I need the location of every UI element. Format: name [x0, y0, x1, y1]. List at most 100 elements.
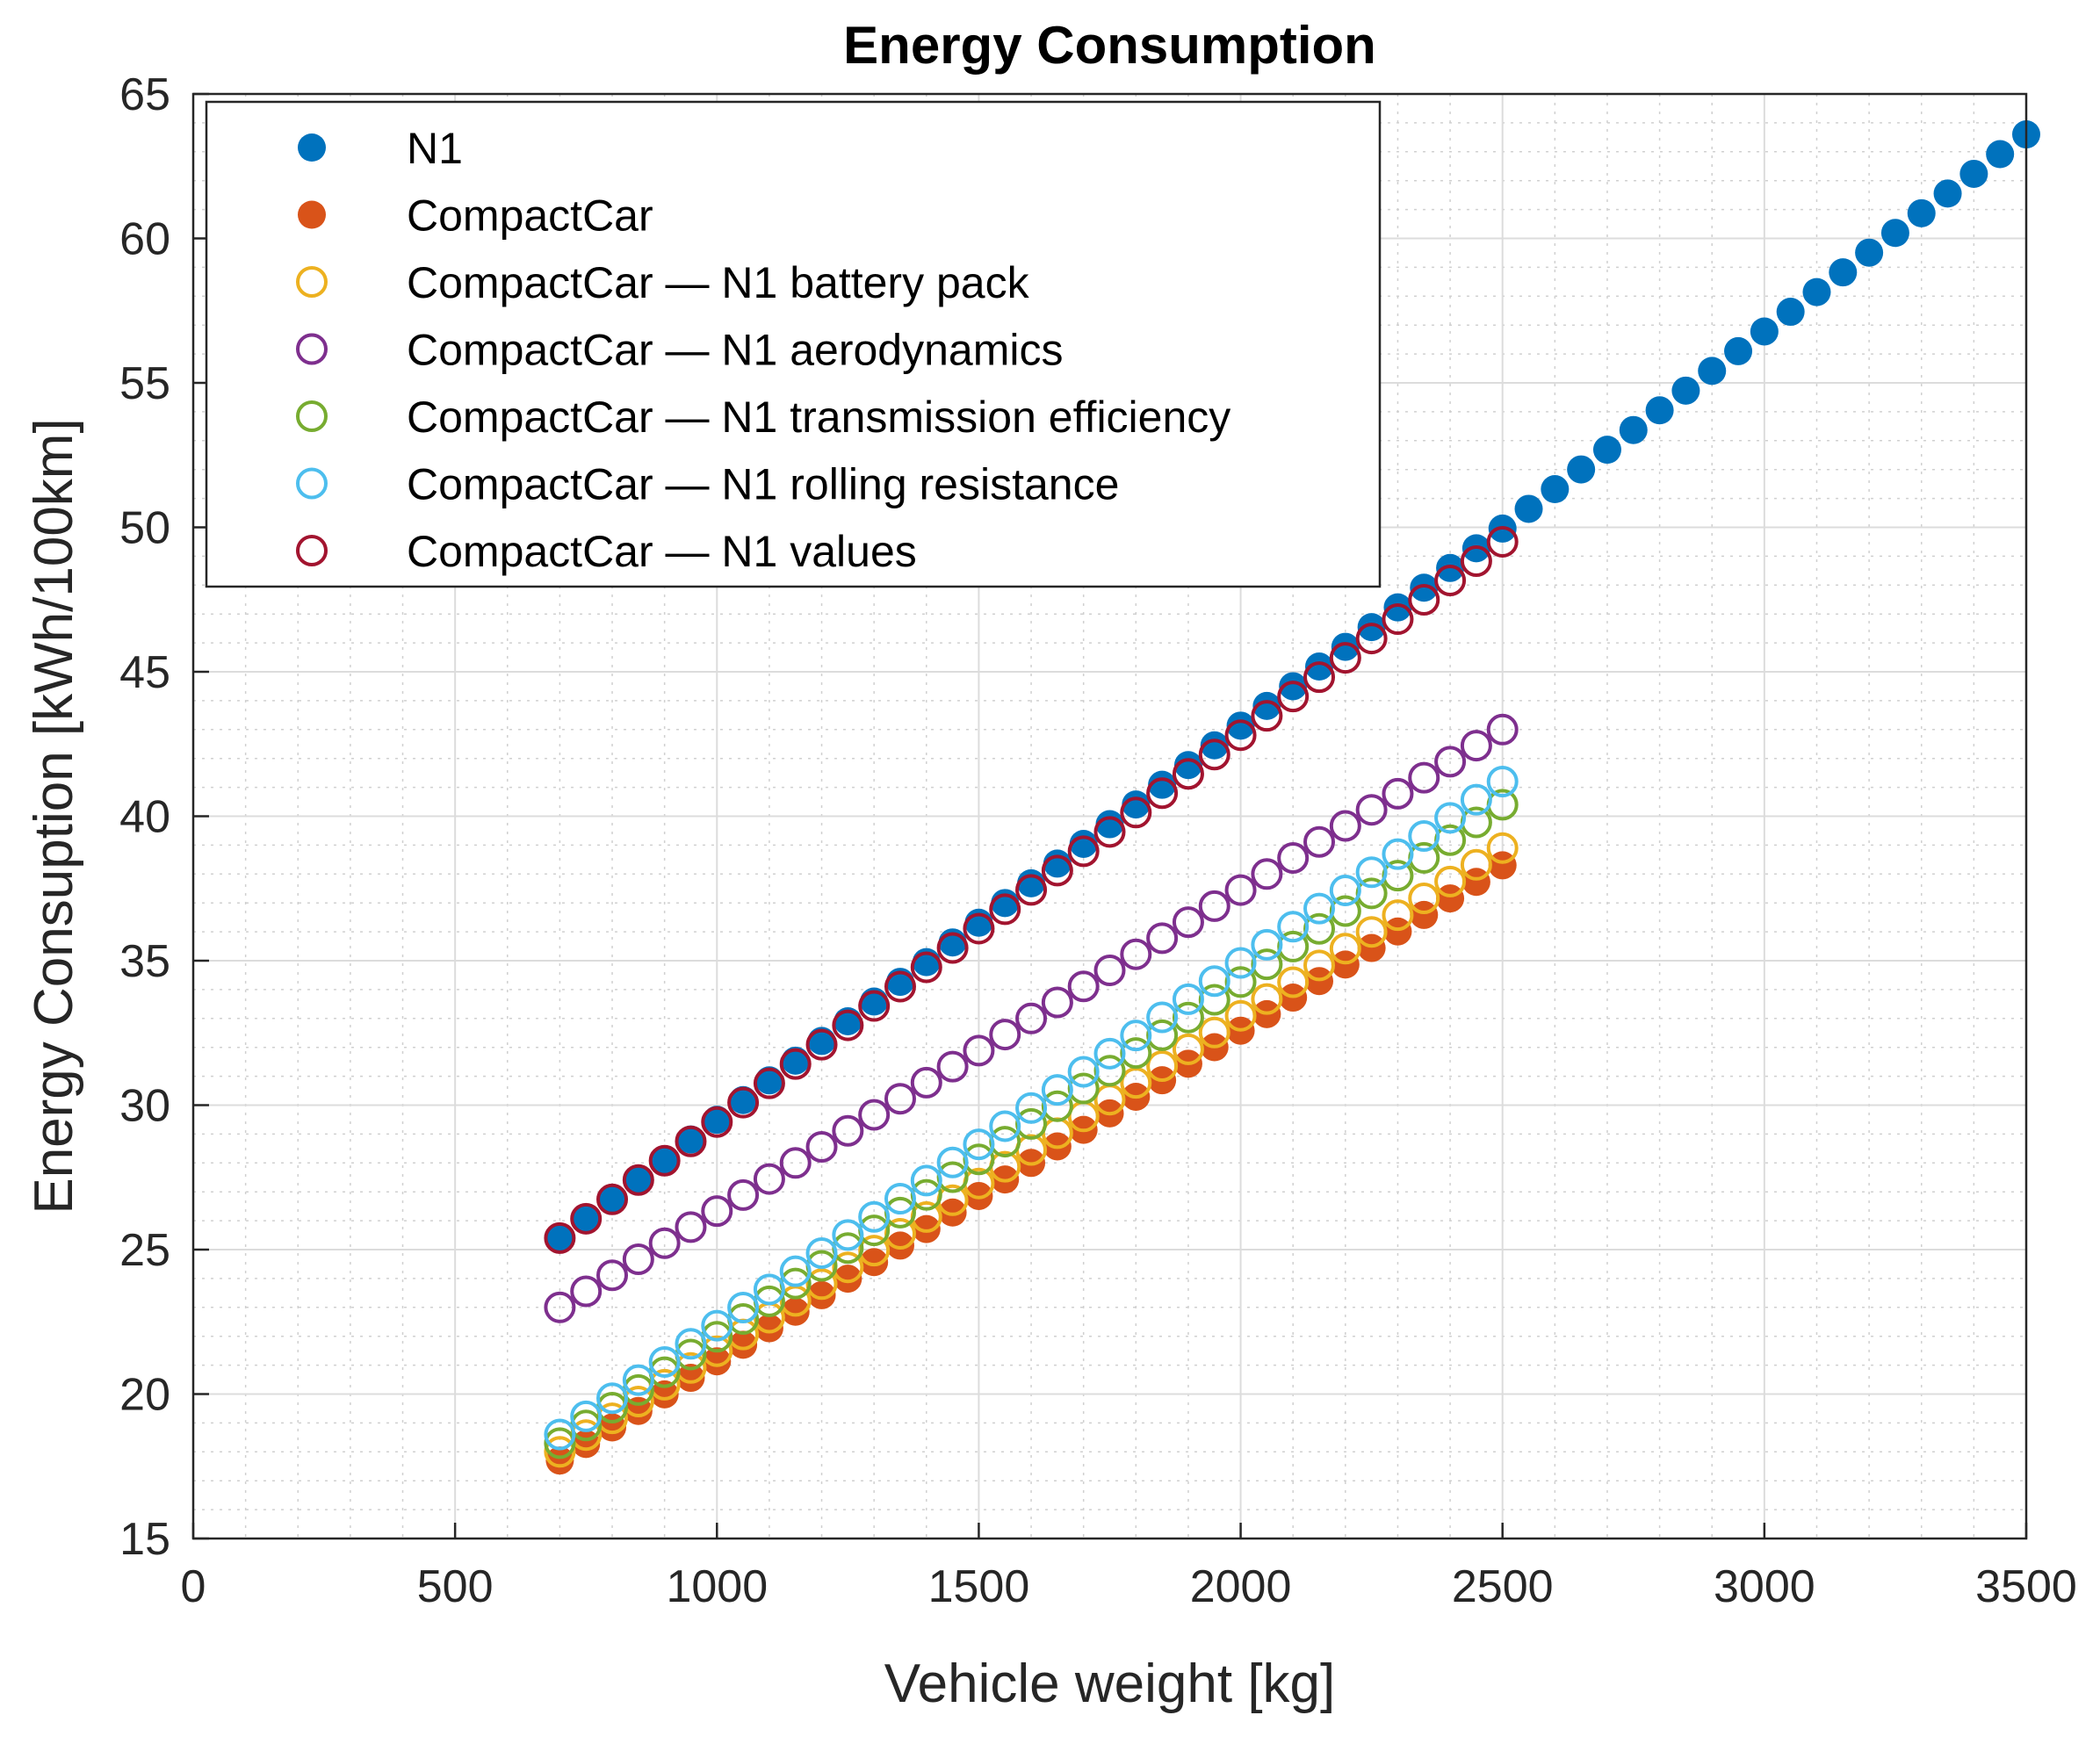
data-point — [622, 1243, 654, 1275]
data-point — [622, 1364, 654, 1396]
data-point — [1382, 899, 1414, 932]
data-point — [754, 1314, 783, 1343]
data-point — [858, 990, 891, 1022]
legend-label: CompactCar — N1 transmission efficiency — [407, 393, 1230, 442]
data-point — [1303, 892, 1336, 925]
data-point — [1408, 761, 1440, 794]
data-point — [1802, 277, 1831, 306]
data-point — [1172, 983, 1204, 1015]
data-point — [703, 1347, 732, 1376]
data-point — [1329, 874, 1361, 906]
data-point — [884, 1183, 916, 1215]
data-point — [1434, 564, 1467, 596]
data-point — [938, 1198, 967, 1227]
data-point — [963, 1034, 995, 1067]
data-point — [1226, 711, 1255, 740]
data-point — [1172, 906, 1204, 939]
data-point — [1279, 672, 1308, 701]
data-point — [754, 1066, 783, 1095]
data-point — [1120, 796, 1152, 829]
data-point — [596, 1259, 629, 1292]
data-point — [727, 1178, 760, 1211]
x-tick-label: 0 — [181, 1561, 206, 1612]
y-axis-ticks: 15 20 25 30 35 40 45 50 55 60 65 — [119, 69, 209, 1565]
data-point — [832, 1251, 864, 1284]
data-point — [727, 1086, 760, 1119]
data-point — [779, 1147, 812, 1179]
data-point — [1251, 700, 1283, 732]
data-point — [1277, 966, 1310, 998]
data-point — [963, 1128, 995, 1161]
data-point — [1251, 858, 1283, 890]
y-tick-label: 60 — [119, 214, 170, 265]
data-point — [650, 1145, 679, 1174]
data-point — [1592, 436, 1621, 465]
data-point — [727, 1291, 760, 1323]
data-point — [1146, 1001, 1179, 1034]
data-point — [1383, 593, 1412, 622]
data-point — [1486, 766, 1519, 798]
data-point — [622, 1164, 654, 1196]
data-point — [1959, 159, 1988, 188]
data-point — [779, 1048, 812, 1080]
x-tick-label: 3000 — [1714, 1561, 1815, 1612]
data-point — [1041, 1090, 1073, 1122]
y-tick-label: 65 — [119, 69, 170, 120]
data-point — [1434, 746, 1467, 778]
data-point — [1357, 933, 1386, 962]
data-point — [544, 1418, 576, 1451]
data-point — [572, 1204, 601, 1233]
data-point — [910, 1066, 942, 1099]
data-point — [1514, 494, 1543, 523]
y-tick-label: 25 — [119, 1225, 170, 1276]
legend-marker — [296, 535, 328, 566]
y-tick-label: 30 — [119, 1081, 170, 1132]
data-point — [779, 1255, 812, 1287]
data-point — [834, 1265, 862, 1294]
data-point — [989, 1019, 1021, 1051]
legend-marker — [296, 333, 328, 365]
data-point — [1383, 917, 1412, 946]
data-point — [1434, 802, 1467, 834]
y-tick-label: 20 — [119, 1370, 170, 1421]
data-point — [1436, 884, 1465, 913]
data-point — [1120, 1037, 1152, 1070]
legend-entry: CompactCar — [298, 191, 653, 241]
data-point — [805, 1028, 838, 1061]
data-point — [1460, 544, 1492, 577]
data-point — [596, 1382, 629, 1415]
legend-marker — [298, 200, 326, 229]
data-point — [1277, 930, 1310, 962]
legend-label: N1 — [407, 124, 463, 173]
x-tick-label: 3500 — [1975, 1561, 2077, 1612]
data-point — [1671, 376, 1700, 405]
data-point — [1357, 613, 1386, 642]
data-point — [910, 1164, 942, 1197]
data-point — [1015, 1092, 1048, 1124]
data-point — [676, 1125, 705, 1154]
data-point — [1410, 573, 1439, 602]
data-point — [1933, 179, 1962, 208]
data-point — [1907, 198, 1936, 227]
data-point — [753, 1273, 785, 1306]
y-axis-label: Energy Consuption [kWh/100km] — [24, 418, 84, 1214]
legend-box — [205, 100, 1382, 588]
data-point — [648, 1144, 681, 1177]
legend-marker — [298, 133, 326, 162]
data-point — [1303, 825, 1336, 858]
data-point — [701, 1195, 733, 1228]
data-point — [1172, 1001, 1204, 1034]
data-point — [1750, 317, 1779, 346]
data-point — [675, 1328, 707, 1360]
data-point — [1355, 623, 1388, 655]
data-point — [648, 1227, 681, 1259]
data-point — [805, 1237, 838, 1270]
y-tick-label: 55 — [119, 358, 170, 409]
data-point — [989, 893, 1021, 926]
data-point — [989, 1110, 1021, 1142]
data-point — [1198, 965, 1230, 998]
data-point — [1829, 258, 1858, 287]
legend-label: CompactCar — N1 battery pack — [407, 258, 1030, 307]
data-point — [1382, 603, 1414, 636]
x-tick-label: 1500 — [928, 1561, 1030, 1612]
